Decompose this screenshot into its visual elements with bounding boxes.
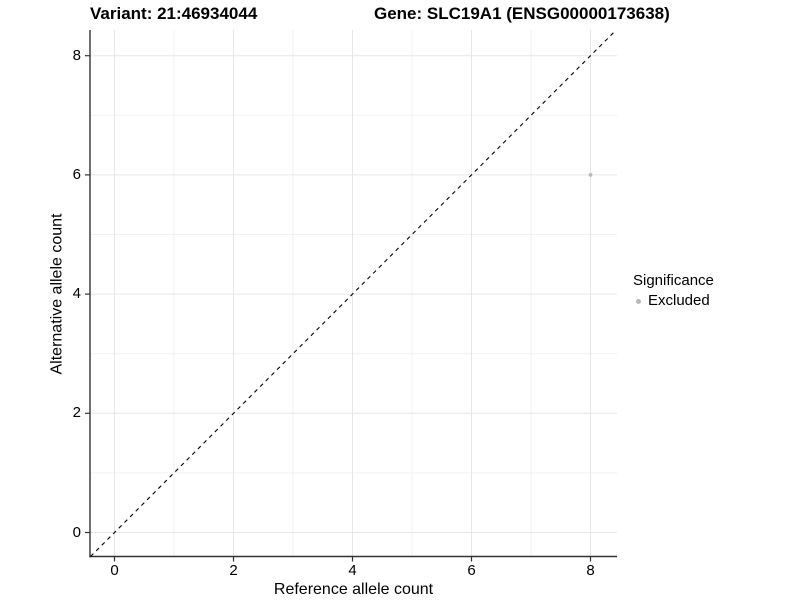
variant-title: Variant: 21:46934044 (90, 4, 258, 23)
y-tick-label: 4 (72, 285, 81, 303)
data-point (588, 173, 593, 177)
y-tick-label: 0 (72, 523, 81, 541)
legend-item-excluded: Excluded (633, 292, 714, 310)
y-tick-label: 2 (72, 404, 81, 422)
x-tick-label: 8 (586, 562, 595, 579)
x-tick-label: 2 (229, 562, 238, 579)
identity-line (90, 29, 617, 557)
excluded-point-swatch-icon (636, 298, 641, 304)
gene-title: Gene: SLC19A1 (ENSG00000173638) (374, 4, 670, 23)
y-tick-label: 6 (72, 165, 81, 183)
x-tick-label: 0 (110, 562, 119, 579)
x-axis-title: Reference allele count (273, 581, 434, 598)
y-tick-label: 8 (72, 46, 81, 64)
legend-item-label: Excluded (648, 292, 710, 309)
x-tick-label: 4 (348, 562, 357, 579)
legend: Significance Excluded (633, 271, 714, 310)
x-tick-label: 6 (467, 562, 476, 579)
legend-title: Significance (633, 272, 714, 289)
